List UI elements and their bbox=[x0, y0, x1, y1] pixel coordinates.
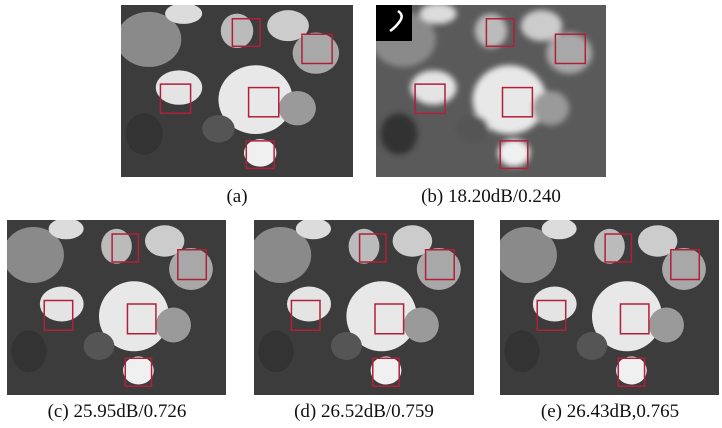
flower bbox=[331, 332, 362, 360]
caption: (e) 26.43dB,0.765 bbox=[541, 401, 679, 423]
image-original bbox=[121, 5, 353, 177]
flower bbox=[258, 330, 293, 372]
caption: (a) bbox=[226, 186, 247, 208]
flower bbox=[411, 70, 457, 104]
flower bbox=[649, 308, 684, 343]
image-result-c bbox=[7, 220, 226, 395]
flower bbox=[84, 332, 115, 360]
caption: (b) 18.20dB/0.240 bbox=[421, 186, 561, 208]
flower bbox=[126, 113, 163, 154]
flower bbox=[11, 330, 46, 372]
kernel-inset bbox=[376, 5, 412, 41]
flower bbox=[498, 139, 530, 167]
image-result-d bbox=[254, 220, 474, 395]
flower bbox=[404, 308, 439, 343]
flower bbox=[577, 332, 608, 360]
flower bbox=[40, 287, 84, 322]
flower bbox=[504, 330, 539, 372]
flower bbox=[156, 308, 191, 343]
caption: (d) 26.52dB/0.759 bbox=[294, 401, 434, 423]
flower bbox=[381, 113, 418, 154]
figure-page: (a) (b) 18.20dB/0.240 (c) 25.95dB/0.726 … bbox=[0, 0, 722, 428]
flower bbox=[616, 357, 647, 385]
image-result-e bbox=[500, 220, 719, 395]
flower bbox=[287, 287, 331, 322]
flower bbox=[371, 357, 402, 385]
image-blurred bbox=[376, 5, 606, 177]
flower bbox=[279, 91, 316, 125]
caption: (c) 25.95dB/0.726 bbox=[48, 401, 187, 423]
flower bbox=[123, 357, 154, 385]
flower bbox=[244, 139, 276, 167]
flower bbox=[532, 91, 569, 125]
flower bbox=[156, 70, 202, 104]
flower bbox=[202, 115, 234, 143]
flower bbox=[533, 287, 577, 322]
flower bbox=[457, 115, 489, 143]
